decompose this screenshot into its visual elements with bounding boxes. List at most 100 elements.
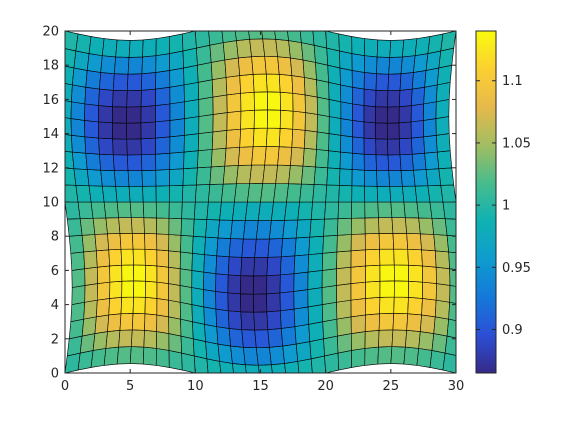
mesh-cell (209, 165, 226, 185)
mesh-cell (423, 101, 437, 121)
mesh-cell (224, 146, 241, 167)
mesh-cell (364, 201, 379, 219)
mesh-cell (205, 341, 220, 362)
mesh-cell (408, 264, 424, 283)
mesh-cell (221, 183, 237, 203)
mesh-cell (326, 47, 341, 69)
mesh-cell (144, 297, 158, 316)
mesh-cell (129, 346, 145, 365)
mesh-cell (251, 146, 267, 166)
mesh-cell (328, 116, 342, 136)
mesh-cell (195, 184, 211, 203)
mesh-cell (292, 110, 306, 131)
mesh-cell (313, 44, 329, 66)
mesh-cell (183, 64, 199, 86)
mesh-cell (155, 201, 170, 219)
mesh-cell (324, 352, 340, 373)
mesh-cell (191, 270, 205, 290)
mesh-cell (375, 138, 389, 156)
mesh-cell (168, 250, 181, 270)
mesh-cell (204, 236, 219, 257)
mesh-cell (222, 40, 239, 61)
mesh-cell (81, 234, 97, 253)
mesh-cell (440, 184, 456, 203)
mesh-cell (327, 64, 341, 86)
mesh-cell (215, 308, 230, 329)
mesh-cell (257, 201, 274, 221)
mesh-cell (251, 55, 267, 75)
mesh-cell (169, 84, 185, 105)
mesh-cell (81, 316, 97, 337)
mesh-cell (391, 329, 408, 348)
mesh-cell (411, 86, 425, 106)
mesh-cell (112, 106, 128, 124)
mesh-cell (375, 154, 390, 172)
mesh-cell (435, 99, 450, 119)
mesh-cell (108, 248, 123, 267)
mesh-cell (92, 331, 108, 351)
mesh-cell (83, 299, 98, 320)
mesh-cell (179, 251, 193, 271)
mesh-cell (309, 338, 325, 360)
mesh-cell (253, 293, 268, 313)
mesh-cell (340, 101, 353, 121)
colorbar-tick-label: 0.95 (502, 261, 531, 276)
mesh-cell (183, 150, 199, 170)
mesh-cell (303, 130, 318, 150)
mesh-cell (327, 150, 341, 170)
mesh-cell (140, 105, 156, 124)
mesh-cell (266, 310, 282, 330)
mesh-cell (284, 361, 300, 373)
mesh-cell (322, 234, 338, 254)
mesh-cell (293, 271, 309, 292)
mesh-cell (315, 149, 329, 169)
mesh-cell (208, 31, 224, 46)
mesh-cell (65, 167, 77, 186)
mesh-cell (240, 257, 256, 277)
mesh-cell (387, 154, 402, 172)
mesh-cell (130, 217, 145, 234)
mesh-cell (265, 73, 281, 93)
mesh-cell (363, 88, 377, 107)
mesh-cell (126, 154, 143, 172)
mesh-cell (390, 201, 406, 219)
mesh-cell (340, 134, 353, 154)
mesh-cell (121, 280, 135, 298)
mesh-cell (425, 168, 442, 187)
mesh-cell (169, 134, 185, 154)
mesh-cell (411, 70, 427, 90)
mesh-cell (429, 350, 446, 371)
mesh-cell (411, 136, 425, 155)
mesh-cell (422, 281, 437, 301)
mesh-cell (86, 169, 103, 187)
mesh-cell (295, 341, 312, 362)
mesh-cell (323, 218, 339, 237)
mesh-cell (351, 36, 366, 56)
mesh-cell (405, 329, 421, 349)
colorbar: 0.9 0.95 1 1.05 1.1 (475, 30, 531, 374)
mesh-cell (265, 127, 281, 147)
mesh-cell (84, 136, 100, 155)
mesh-cell (241, 329, 257, 349)
mesh-cell (249, 164, 266, 184)
mesh-cell (267, 238, 284, 258)
mesh-cell (351, 152, 365, 171)
mesh-cell (181, 201, 196, 220)
mesh-cell (416, 201, 433, 219)
mesh-cell (260, 183, 277, 203)
mesh-cell (364, 313, 380, 332)
mesh-cell (449, 285, 456, 304)
mesh-cell (210, 147, 227, 168)
mesh-cell (282, 343, 299, 364)
mesh-cell (410, 103, 425, 123)
mesh-cell (112, 73, 129, 91)
mesh-cell (291, 75, 306, 96)
y-tick-label: 12 (42, 161, 59, 176)
mesh-cell (203, 271, 217, 292)
mesh-cell (116, 201, 132, 219)
mesh-cell (227, 256, 243, 276)
mesh-cell (421, 298, 437, 318)
y-tick-label: 6 (51, 264, 59, 279)
mesh-cell (65, 150, 75, 170)
mesh-cell (181, 31, 197, 52)
